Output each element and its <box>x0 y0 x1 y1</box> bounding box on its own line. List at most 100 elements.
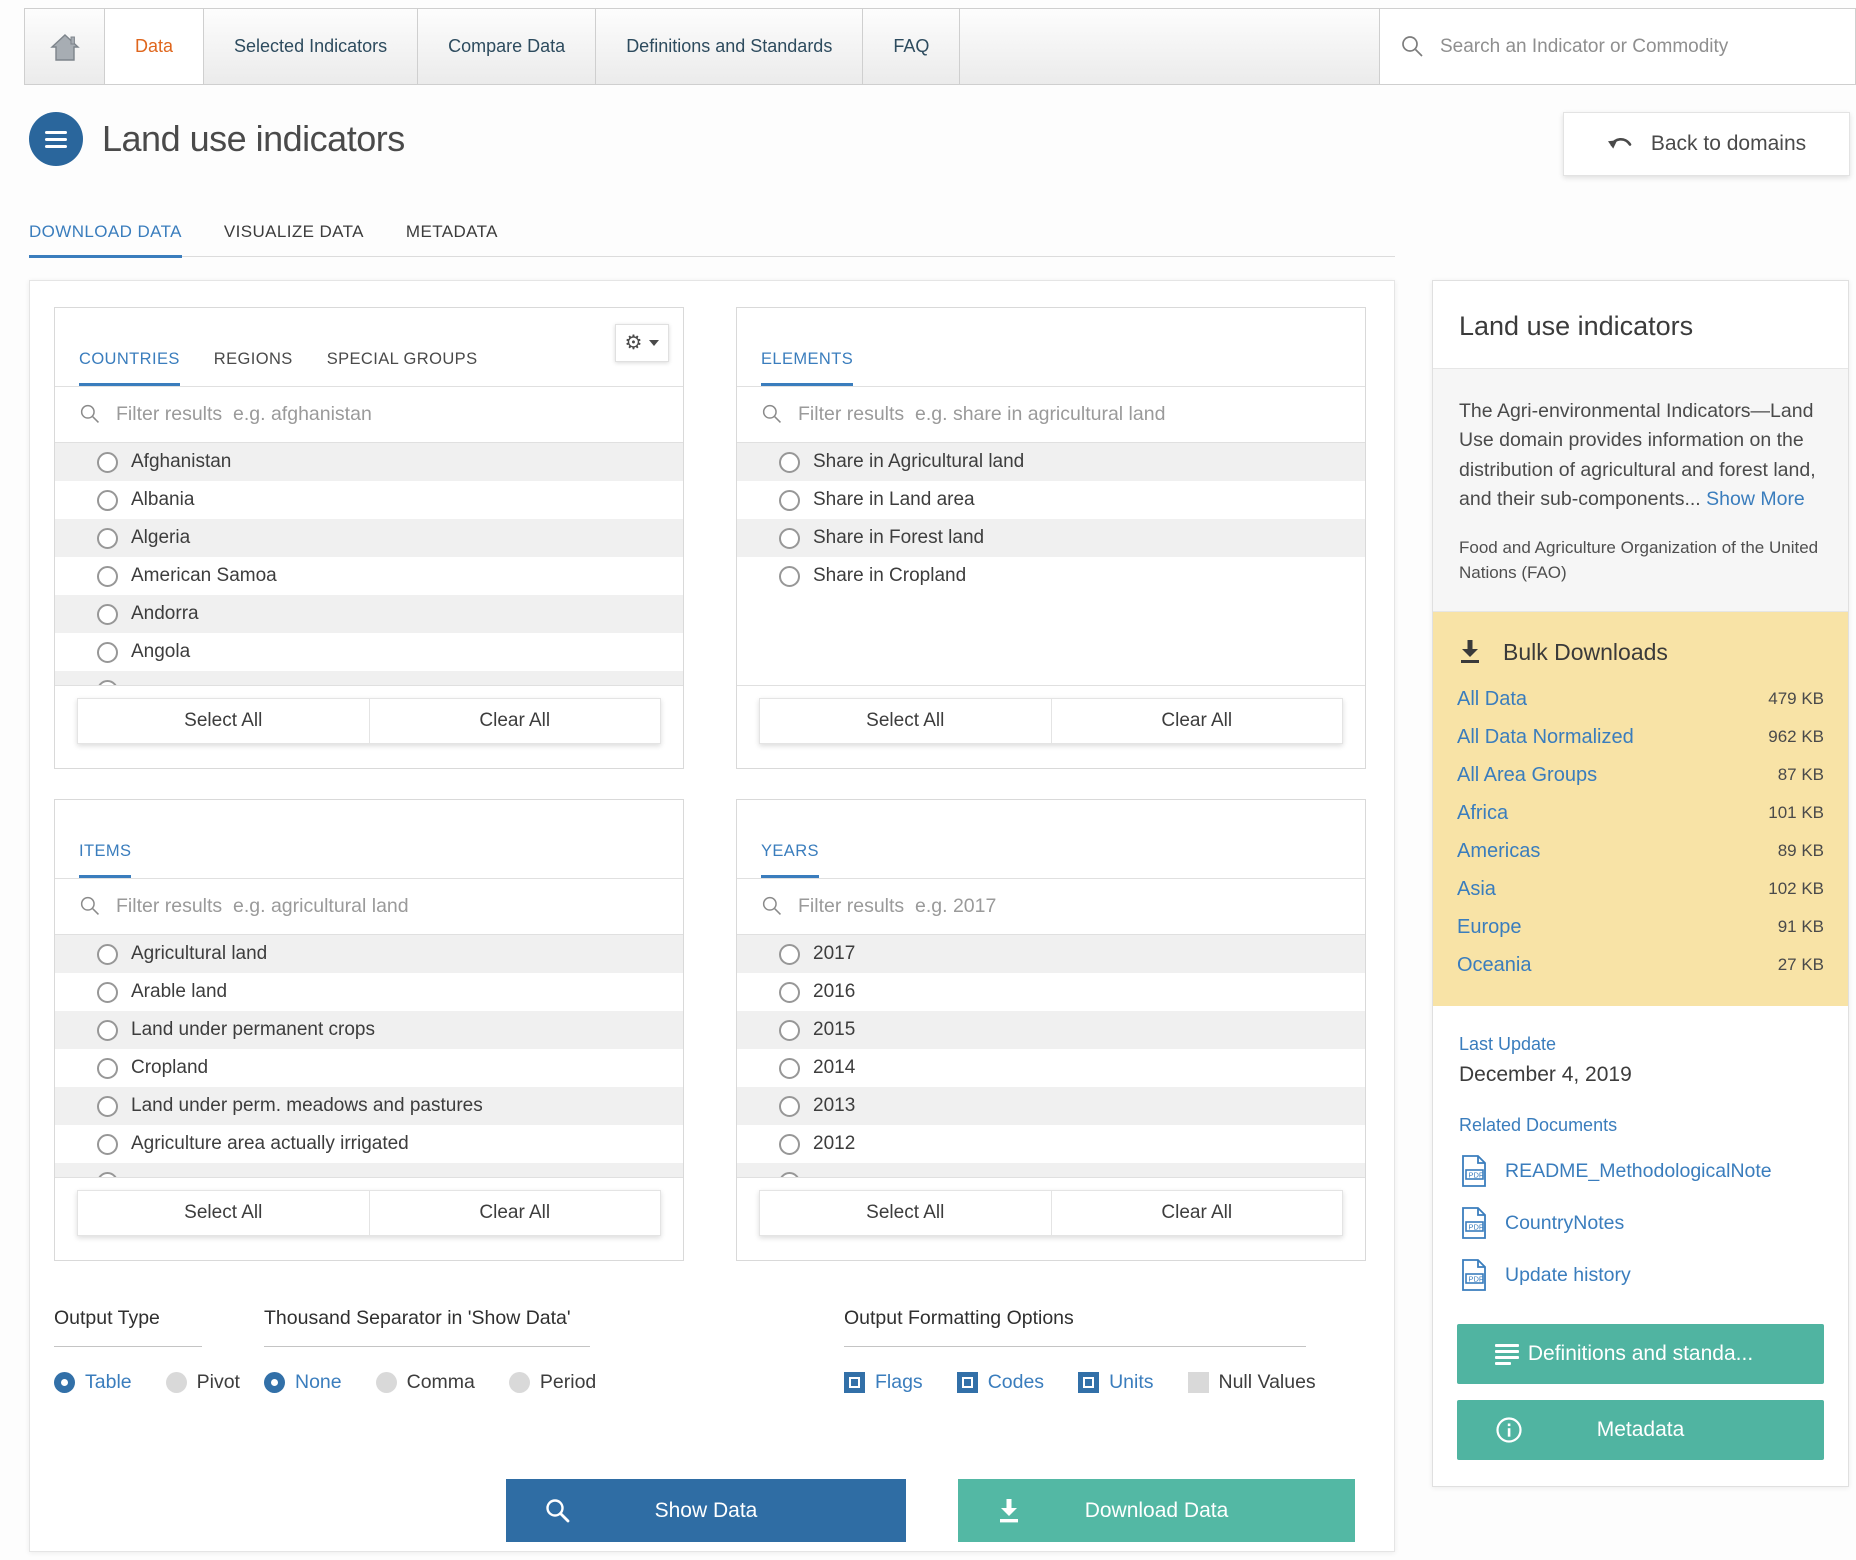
tab-visualize-data[interactable]: VISUALIZE DATA <box>223 222 364 241</box>
radio-icon <box>97 565 118 587</box>
bulk-downloads-section: Bulk Downloads All Data 479 KB All Data … <box>1433 612 1848 1007</box>
elements-select-all-button[interactable]: Select All <box>759 698 1052 744</box>
radio-icon <box>97 1019 118 1041</box>
tab-items[interactable]: ITEMS <box>79 842 132 878</box>
search-icon <box>544 1497 572 1525</box>
download-data-button[interactable]: Download Data <box>958 1479 1355 1542</box>
bulk-download-row[interactable]: Asia 102 KB <box>1457 877 1824 900</box>
nav-item-data[interactable]: Data <box>105 8 205 85</box>
year-list-item[interactable]: 2016 <box>737 973 1365 1011</box>
metadata-button[interactable]: Metadata <box>1457 1400 1824 1461</box>
countries-settings-button[interactable]: ⚙ <box>615 324 669 362</box>
element-list-item[interactable]: Share in Agricultural land <box>737 443 1365 481</box>
tab-metadata[interactable]: METADATA <box>405 222 498 241</box>
item-list-item[interactable]: Agricultural land <box>55 935 683 973</box>
radio-icon <box>97 641 118 663</box>
related-document-link[interactable]: PDF Update history <box>1459 1258 1822 1292</box>
tab-elements[interactable]: ELEMENTS <box>761 350 854 386</box>
country-list-item[interactable]: Afghanistan <box>55 443 683 481</box>
nav-item-selected-indicators[interactable]: Selected Indicators <box>204 8 419 85</box>
countries-clear-all-button[interactable]: Clear All <box>369 698 661 744</box>
last-update-label: Last Update <box>1459 1034 1557 1055</box>
radio-icon <box>97 943 118 965</box>
countries-filter-input[interactable] <box>116 403 659 426</box>
formatting-options-label: Output Formatting Options <box>844 1307 1074 1329</box>
codes-checkbox[interactable]: Codes <box>956 1371 1044 1394</box>
tab-special-groups[interactable]: SPECIAL GROUPS <box>326 350 478 368</box>
units-checkbox[interactable]: Units <box>1078 1371 1154 1394</box>
items-clear-all-button[interactable]: Clear All <box>369 1190 661 1236</box>
radio-icon <box>97 1057 118 1079</box>
country-list-item[interactable]: Algeria <box>55 519 683 557</box>
domain-description: The Agri-environmental Indicators—Land U… <box>1433 368 1848 613</box>
items-select-all-button[interactable]: Select All <box>77 1190 370 1236</box>
bulk-download-row[interactable]: Europe 91 KB <box>1457 915 1824 938</box>
radio-icon <box>97 679 118 685</box>
bulk-download-row[interactable]: All Data Normalized 962 KB <box>1457 725 1824 748</box>
checkbox-checked-icon <box>844 1372 865 1393</box>
show-more-link[interactable]: Show More <box>1706 487 1805 510</box>
separator-period-radio[interactable]: Period <box>508 1371 596 1394</box>
output-type-pivot-radio[interactable]: Pivot <box>165 1371 240 1394</box>
countries-panel: COUNTRIES REGIONS SPECIAL GROUPS ⚙ Afgha… <box>54 307 684 769</box>
year-list-item[interactable]: 2014 <box>737 1049 1365 1087</box>
bulk-download-row[interactable]: Africa 101 KB <box>1457 801 1824 824</box>
year-list-item[interactable]: 2015 <box>737 1011 1365 1049</box>
show-data-button[interactable]: Show Data <box>506 1479 906 1542</box>
bulk-download-row[interactable]: All Data 479 KB <box>1457 687 1824 710</box>
years-filter-input[interactable] <box>798 895 1341 918</box>
bulk-download-row[interactable]: Americas 89 KB <box>1457 839 1824 862</box>
radio-icon <box>779 565 800 587</box>
back-to-domains-button[interactable]: Back to domains <box>1563 112 1850 176</box>
nav-item-definitions-standards[interactable]: Definitions and Standards <box>596 8 864 85</box>
element-list-item[interactable]: Share in Land area <box>737 481 1365 519</box>
search-input[interactable] <box>1440 35 1835 58</box>
year-list-item[interactable]: 2013 <box>737 1087 1365 1125</box>
item-list-item[interactable]: Land under permanent crops <box>55 1011 683 1049</box>
country-list-item[interactable]: Albania <box>55 481 683 519</box>
tab-countries[interactable]: COUNTRIES <box>79 350 180 386</box>
nav-item-faq[interactable]: FAQ <box>863 8 961 85</box>
country-list-item[interactable]: Angola <box>55 633 683 671</box>
elements-filter-input[interactable] <box>798 403 1341 426</box>
back-arrow-icon <box>1607 135 1635 153</box>
separator-none-radio[interactable]: None <box>264 1371 342 1394</box>
bulk-download-row[interactable]: Oceania 27 KB <box>1457 953 1824 976</box>
item-list-item-partial <box>55 1163 683 1177</box>
domain-menu-button[interactable] <box>29 112 83 166</box>
years-clear-all-button[interactable]: Clear All <box>1051 1190 1343 1236</box>
years-select-all-button[interactable]: Select All <box>759 1190 1052 1236</box>
definitions-standards-button[interactable]: Definitions and standa... <box>1457 1324 1824 1385</box>
tab-regions[interactable]: REGIONS <box>213 350 293 368</box>
items-filter-input[interactable] <box>116 895 659 918</box>
item-list-item[interactable]: Arable land <box>55 973 683 1011</box>
nav-home[interactable] <box>24 8 105 85</box>
sidebar-title: Land use indicators <box>1459 311 1694 341</box>
null-values-checkbox[interactable]: Null Values <box>1187 1371 1316 1394</box>
radio-icon <box>97 603 118 625</box>
year-list-item[interactable]: 2017 <box>737 935 1365 973</box>
item-list-item[interactable]: Agriculture area actually irrigated <box>55 1125 683 1163</box>
radio-icon <box>97 1133 118 1155</box>
radio-icon <box>375 1372 397 1393</box>
year-list-item[interactable]: 2012 <box>737 1125 1365 1163</box>
countries-select-all-button[interactable]: Select All <box>77 698 370 744</box>
tab-download-data[interactable]: DOWNLOAD DATA <box>29 222 182 258</box>
nav-item-compare-data[interactable]: Compare Data <box>418 8 597 85</box>
country-list-item[interactable]: Andorra <box>55 595 683 633</box>
separator-comma-radio[interactable]: Comma <box>375 1371 475 1394</box>
related-document-link[interactable]: PDF CountryNotes <box>1459 1206 1822 1240</box>
item-list-item[interactable]: Land under perm. meadows and pastures <box>55 1087 683 1125</box>
tab-years[interactable]: YEARS <box>761 842 819 878</box>
item-list-item[interactable]: Cropland <box>55 1049 683 1087</box>
element-list-item[interactable]: Share in Cropland <box>737 557 1365 595</box>
flags-checkbox[interactable]: Flags <box>844 1371 923 1394</box>
output-type-table-radio[interactable]: Table <box>54 1371 132 1394</box>
elements-clear-all-button[interactable]: Clear All <box>1051 698 1343 744</box>
country-list-item[interactable]: American Samoa <box>55 557 683 595</box>
related-document-link[interactable]: PDF README_MethodologicalNote <box>1459 1154 1822 1188</box>
bulk-download-row[interactable]: All Area Groups 87 KB <box>1457 763 1824 786</box>
element-list-item[interactable]: Share in Forest land <box>737 519 1365 557</box>
radio-icon <box>97 489 118 511</box>
domain-info-sidebar: Land use indicators The Agri-environment… <box>1432 280 1849 1488</box>
